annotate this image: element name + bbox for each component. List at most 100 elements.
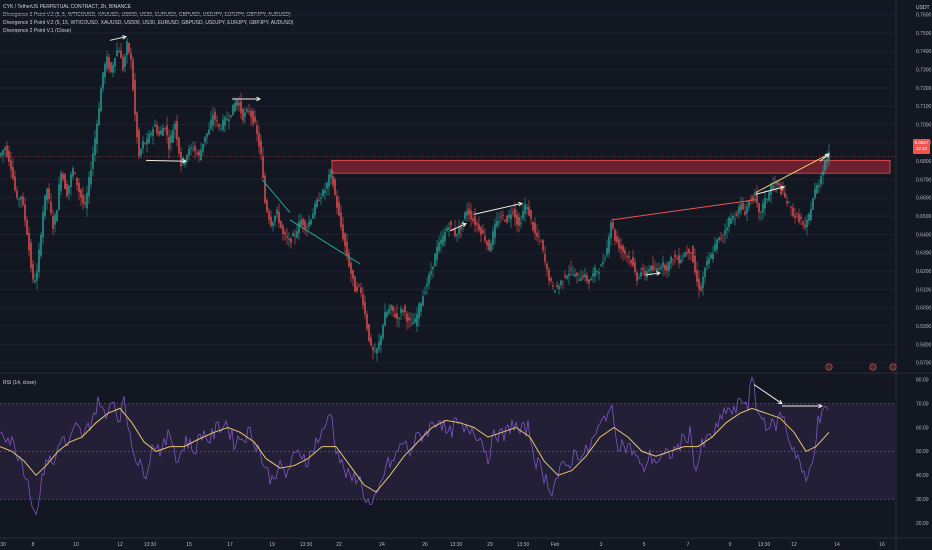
candle-down [334,179,336,195]
candle-down [48,188,50,199]
price-tick-label: 0.7000 [916,122,932,128]
candle-down [358,284,360,286]
candle-down [342,224,344,240]
candle-up [148,134,150,144]
candle-down [786,201,788,204]
price-tick-label: 0.5700 [916,361,932,367]
price-tick-label: 0.7100 [916,104,932,110]
candle-up [106,56,108,69]
candle-down [198,151,200,156]
price-tick-label: 0.6800 [916,159,932,165]
candle-up [606,247,608,255]
candle-up [384,311,386,326]
rsi-legend[interactable]: RSI (14, close) [3,380,37,386]
candle-up [170,135,172,143]
price-tick-label: 0.7400 [916,49,932,55]
candle-up [174,123,176,130]
price-arrow-head [256,96,262,102]
candle-up [92,153,94,169]
rsi-tick-label: 50.00 [916,449,929,455]
candle-up [320,198,322,199]
candle-up [772,185,774,191]
candle-up [94,138,96,156]
candle-down [362,294,364,306]
candle-down [262,156,264,179]
candle-up [398,317,400,320]
candle-down [480,227,482,235]
candle-up [716,239,718,250]
candle-down [474,216,476,225]
candle-up [182,157,184,164]
candle-down [800,216,802,219]
candle-up [590,278,592,281]
price-tick-label: 0.7500 [916,31,932,37]
candle-down [778,183,780,186]
event-marker-icon [869,363,877,371]
candle-down [514,208,516,218]
candle-down [180,152,182,167]
candle-down [518,217,520,226]
candle-up [814,188,816,198]
candle-down [110,62,112,72]
candle-up [124,55,126,67]
time-tick-label: 22 [336,542,342,548]
candle-up [154,124,156,127]
candle-up [114,58,116,67]
candle-up [204,136,206,143]
candle-down [242,109,244,121]
indicator-legend-3[interactable]: Divergence 2 Point V.1 (Close) [3,28,72,34]
candle-up [326,182,328,189]
candle-down [158,131,160,136]
candle-up [272,222,274,226]
candle-down [134,80,136,115]
candle-up [656,268,658,272]
candle-down [278,211,280,224]
price-arrow [145,159,187,162]
candle-up [390,305,392,310]
price-arrow-head [182,158,188,164]
candle-down [408,317,410,321]
candle-down [130,53,132,60]
candle-down [752,196,754,200]
candle-up [70,174,72,187]
rsi-tick-label: 20.00 [916,521,929,527]
candle-down [742,202,744,210]
time-tick-label: 12 [117,542,123,548]
candle-up [382,325,384,338]
candle-up [594,267,596,277]
candle-down [804,224,806,228]
chart-title: CYK / TetherUS PERPETUAL CONTRACT, 2h, B… [3,4,132,10]
candle-down [552,285,554,287]
candle-up [574,274,576,277]
candle-down [136,112,138,138]
candle-up [430,271,432,275]
indicator-legend-2[interactable]: Divergence 3 Point V.2 (5, 15, WTICOUSD,… [3,20,294,26]
candle-down [666,265,668,271]
candle-up [728,217,730,228]
candle-down [52,215,54,229]
candle-up [292,233,294,237]
candle-up [116,50,118,57]
candle-up [708,257,710,265]
candle-up [810,209,812,221]
candle-down [736,213,738,216]
price-tick-label: 0.7600 [916,12,932,18]
candle-down [284,232,286,235]
candle-up [210,119,212,129]
candle-up [568,273,570,277]
candle-up [36,270,38,281]
candle-up [496,220,498,227]
price-badge-value: 0.6827 [914,140,929,145]
candle-up [54,214,56,225]
candle-down [286,236,288,238]
candle-up [314,203,316,216]
candle-down [178,137,180,154]
candle-down [354,276,356,292]
candle-up [308,221,310,227]
candle-up [104,64,106,78]
candle-up [86,192,88,209]
rsi-tick-label: 60.00 [916,425,929,431]
currency-label: USDT [916,5,930,11]
candle-down [698,278,700,289]
